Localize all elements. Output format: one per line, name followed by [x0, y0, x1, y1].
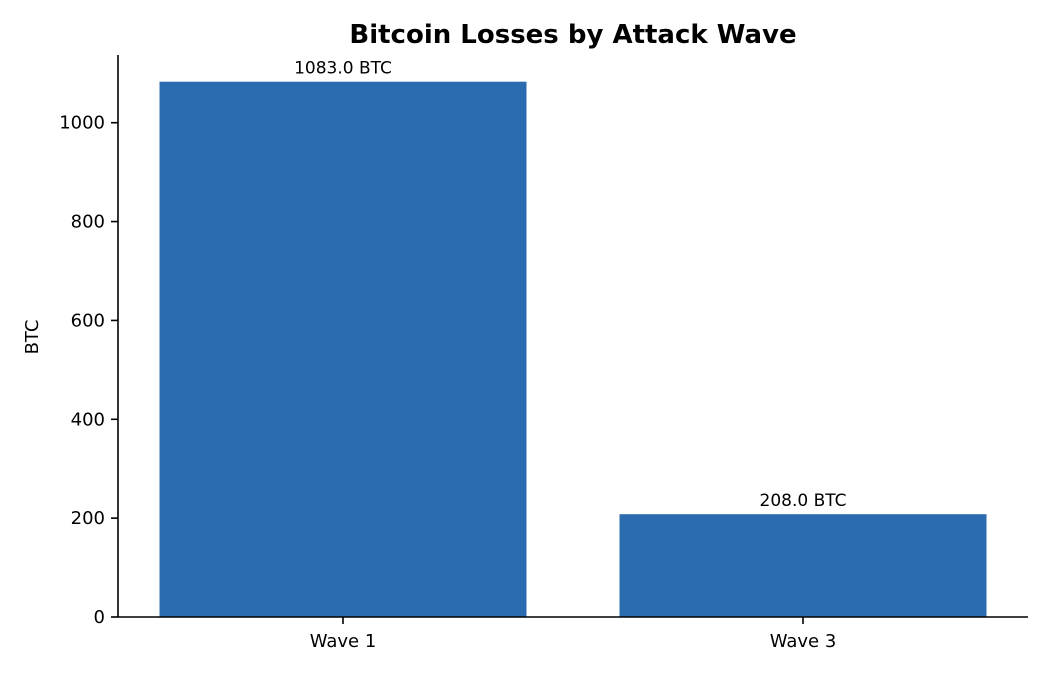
data-labels-group: 1083.0 BTC 208.0 BTC — [294, 59, 846, 511]
y-tick-label: 200 — [71, 508, 105, 529]
x-ticks-group: Wave 1 Wave 3 — [310, 617, 837, 652]
bar-wave-3 — [619, 514, 987, 617]
x-tick-label: Wave 1 — [310, 631, 377, 652]
bar-wave-1 — [159, 81, 527, 618]
bars-group — [159, 81, 987, 618]
y-ticks-group: 0 200 400 600 800 1000 — [59, 113, 118, 628]
data-label: 208.0 BTC — [760, 491, 847, 511]
y-axis-label: BTC — [22, 320, 43, 355]
data-label: 1083.0 BTC — [294, 59, 392, 79]
y-tick-label: 600 — [71, 310, 105, 331]
chart-title: Bitcoin Losses by Attack Wave — [349, 20, 796, 50]
y-tick-label: 1000 — [59, 113, 105, 134]
y-tick-label: 800 — [71, 212, 105, 233]
x-tick-label: Wave 3 — [770, 631, 837, 652]
y-tick-label: 400 — [71, 409, 105, 430]
y-tick-label: 0 — [94, 607, 105, 628]
